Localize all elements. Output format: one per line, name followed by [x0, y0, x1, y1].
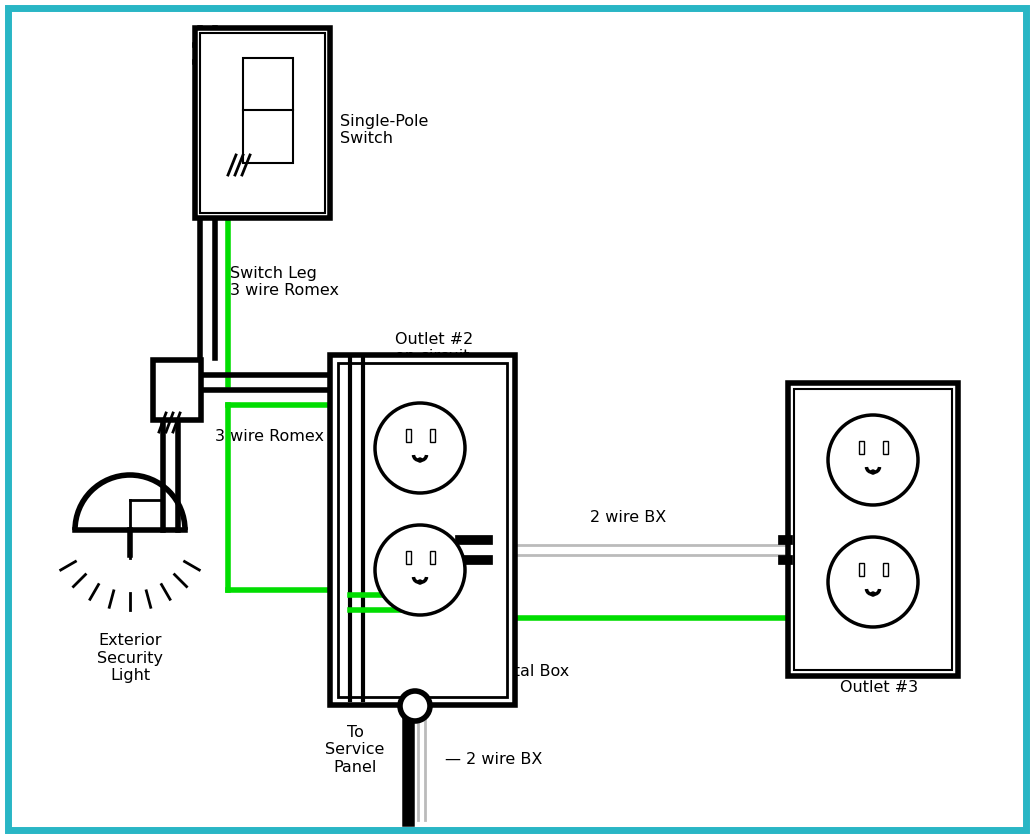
Circle shape: [418, 458, 422, 462]
Circle shape: [828, 415, 918, 505]
Text: 3 wire Romex: 3 wire Romex: [215, 430, 324, 444]
Bar: [794, 389, 952, 670]
Bar: [859, 441, 864, 454]
Bar: [430, 551, 435, 564]
Bar: [406, 429, 410, 442]
Text: Single-Pole
Switch: Single-Pole Switch: [340, 114, 428, 146]
Bar: [859, 563, 864, 576]
Text: Outlet #2
on circuit: Outlet #2 on circuit: [395, 332, 474, 365]
Bar: [338, 363, 507, 697]
Text: Switch Leg
3 wire Romex: Switch Leg 3 wire Romex: [230, 266, 339, 298]
Bar: [243, 58, 293, 163]
Text: 2 wire BX: 2 wire BX: [590, 510, 666, 525]
Text: Exterior
Security
Light: Exterior Security Light: [97, 633, 163, 683]
Text: To
Service
Panel: To Service Panel: [326, 725, 385, 775]
Text: Outlet #3: Outlet #3: [840, 680, 918, 696]
Bar: [430, 429, 435, 442]
Bar: [330, 355, 515, 705]
Bar: [883, 563, 888, 576]
Bar: [153, 360, 201, 420]
Bar: [406, 551, 410, 564]
Bar: [200, 33, 325, 213]
Bar: [195, 28, 330, 218]
Circle shape: [375, 525, 465, 615]
Circle shape: [400, 691, 430, 721]
Circle shape: [418, 580, 422, 584]
Text: Metal Box: Metal Box: [490, 665, 570, 680]
Bar: [788, 383, 957, 676]
Circle shape: [828, 537, 918, 627]
Circle shape: [375, 403, 465, 493]
Text: — 2 wire BX: — 2 wire BX: [445, 753, 543, 768]
Circle shape: [871, 470, 875, 474]
Circle shape: [871, 592, 875, 596]
Bar: [883, 441, 888, 454]
